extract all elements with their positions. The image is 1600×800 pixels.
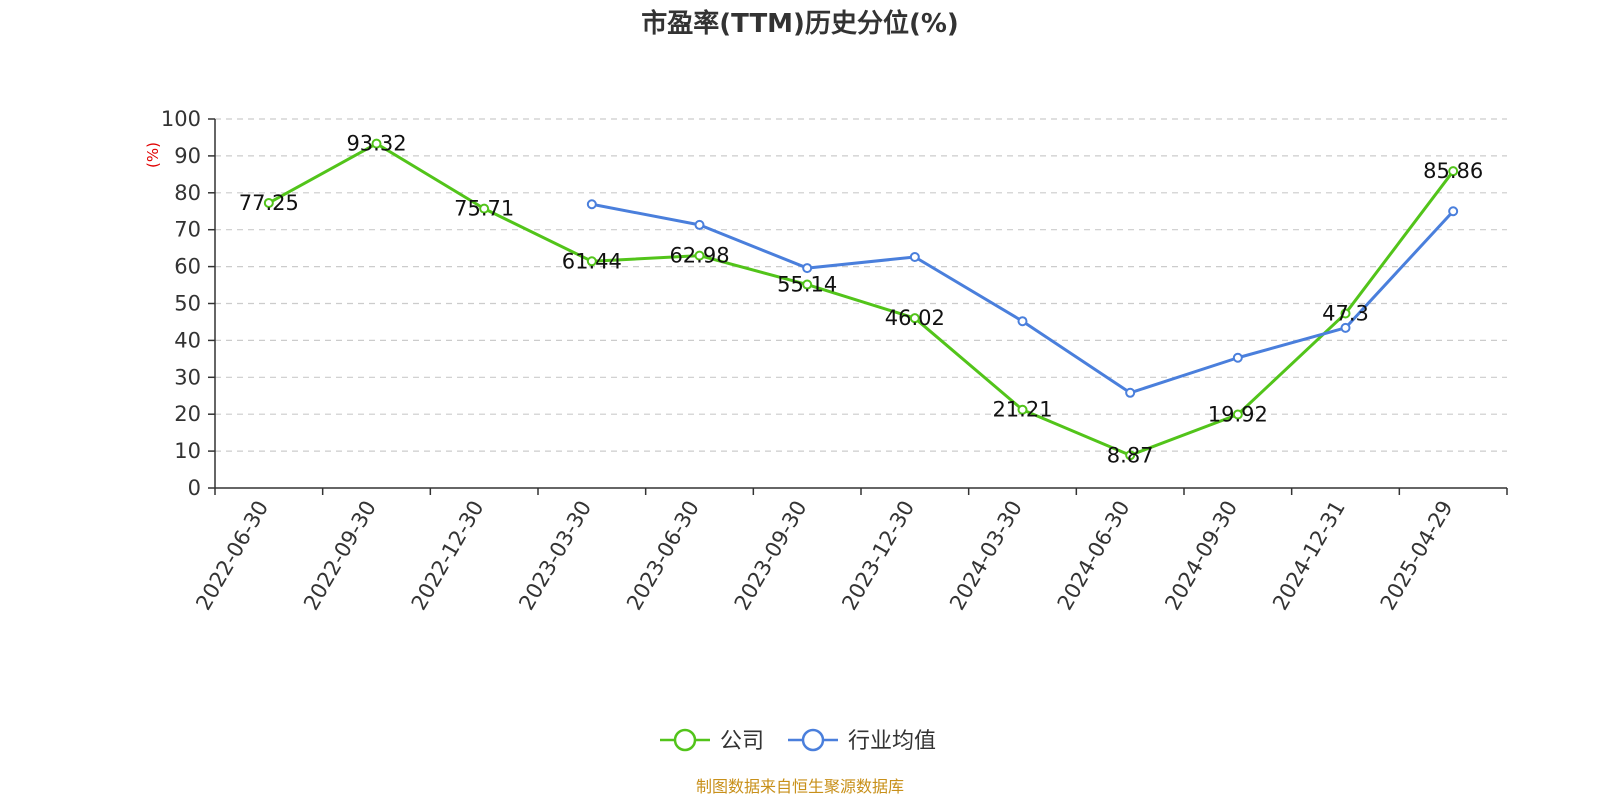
data-label: 21.21 <box>992 398 1052 422</box>
data-point[interactable] <box>802 279 813 290</box>
data-point[interactable] <box>1448 166 1459 177</box>
source-note: 制图数据来自恒生聚源数据库 <box>696 777 904 796</box>
data-point[interactable] <box>694 219 705 230</box>
data-point[interactable] <box>586 199 597 210</box>
x-tick-label: 2024-06-30 <box>1053 497 1135 615</box>
x-tick-labels: 2022-06-30 2022-09-30 2022-12-30 2023-03-30… <box>191 496 1457 614</box>
data-point[interactable] <box>1125 387 1136 398</box>
y-tick-label: 10 <box>174 439 201 463</box>
data-label: 55.14 <box>777 273 837 297</box>
y-tick-label: 30 <box>174 365 201 389</box>
x-tick-label: 2024-03-30 <box>945 497 1027 615</box>
y-tick-label: 60 <box>174 255 201 279</box>
data-point[interactable] <box>263 197 274 208</box>
legend-label: 行业均值 <box>848 729 936 754</box>
data-point[interactable] <box>909 313 920 324</box>
data-point[interactable] <box>1017 316 1028 327</box>
y-tick-label: 40 <box>174 328 201 352</box>
chart-title: 市盈率(TTM)历史分位(%) <box>641 8 959 39</box>
data-point[interactable] <box>1017 404 1028 415</box>
x-tick-label: 2023-09-30 <box>730 497 812 615</box>
x-tick-label: 2023-03-30 <box>514 497 596 615</box>
data-labels: 77.25 93.32 75.71 61.44 62.98 55.14 46.02 21.21… <box>239 132 1483 468</box>
series-lines <box>263 138 1459 461</box>
data-label: 61.44 <box>562 249 622 273</box>
data-point[interactable] <box>371 138 382 149</box>
y-tick-label: 0 <box>188 476 201 500</box>
y-axis-unit: (%) <box>144 142 162 168</box>
legend-item-1[interactable]: 行业均值 <box>788 728 936 754</box>
legend-marker <box>801 728 825 752</box>
data-point[interactable] <box>1340 308 1351 319</box>
data-label: 47.3 <box>1322 301 1369 325</box>
series-1 <box>586 199 1459 398</box>
legend-marker <box>673 728 697 752</box>
grid-lines <box>215 118 1507 452</box>
x-tick-label: 2022-06-30 <box>191 497 273 615</box>
y-tick-label: 70 <box>174 218 201 242</box>
data-point[interactable] <box>1125 450 1136 461</box>
x-tick-label: 2024-09-30 <box>1160 497 1242 615</box>
legend-item-0[interactable]: 公司 <box>660 728 764 754</box>
data-label: 46.02 <box>885 306 945 330</box>
legend-label: 公司 <box>720 729 764 754</box>
data-label: 93.32 <box>346 132 406 156</box>
y-tick-labels: 0 10 20 30 40 50 60 70 80 90 100 <box>161 107 201 500</box>
data-point[interactable] <box>586 256 597 267</box>
series-0 <box>263 138 1459 461</box>
data-point[interactable] <box>1448 206 1459 217</box>
y-tick-label: 90 <box>174 144 201 168</box>
data-point[interactable] <box>1232 352 1243 363</box>
data-point[interactable] <box>909 252 920 263</box>
y-tick-label: 50 <box>174 292 201 316</box>
data-label: 77.25 <box>239 191 299 215</box>
series-line <box>591 202 1455 395</box>
axes <box>208 118 1508 495</box>
series-line <box>268 142 1455 457</box>
data-point[interactable] <box>479 203 490 214</box>
y-tick-label: 20 <box>174 402 201 426</box>
x-tick-label: 2023-12-30 <box>837 496 919 614</box>
y-tick-label: 80 <box>174 181 201 205</box>
data-point[interactable] <box>1232 409 1243 420</box>
data-label: 85.86 <box>1423 159 1483 183</box>
data-point[interactable] <box>802 263 813 274</box>
x-tick-label: 2025-04-29 <box>1376 497 1458 615</box>
data-label: 19.92 <box>1208 402 1268 426</box>
x-tick-label: 2023-06-30 <box>622 497 704 615</box>
x-tick-label: 2022-12-30 <box>407 496 489 614</box>
data-label: 62.98 <box>669 244 729 268</box>
x-tick-label: 2024-12-31 <box>1268 497 1350 615</box>
data-point[interactable] <box>1340 322 1351 333</box>
data-point[interactable] <box>694 250 705 261</box>
legend[interactable]: 公司 行业均值 <box>660 728 936 754</box>
x-tick-label: 2022-09-30 <box>299 497 381 615</box>
data-label: 8.87 <box>1107 443 1154 467</box>
y-tick-label: 100 <box>161 107 201 131</box>
data-label: 75.71 <box>454 197 514 221</box>
